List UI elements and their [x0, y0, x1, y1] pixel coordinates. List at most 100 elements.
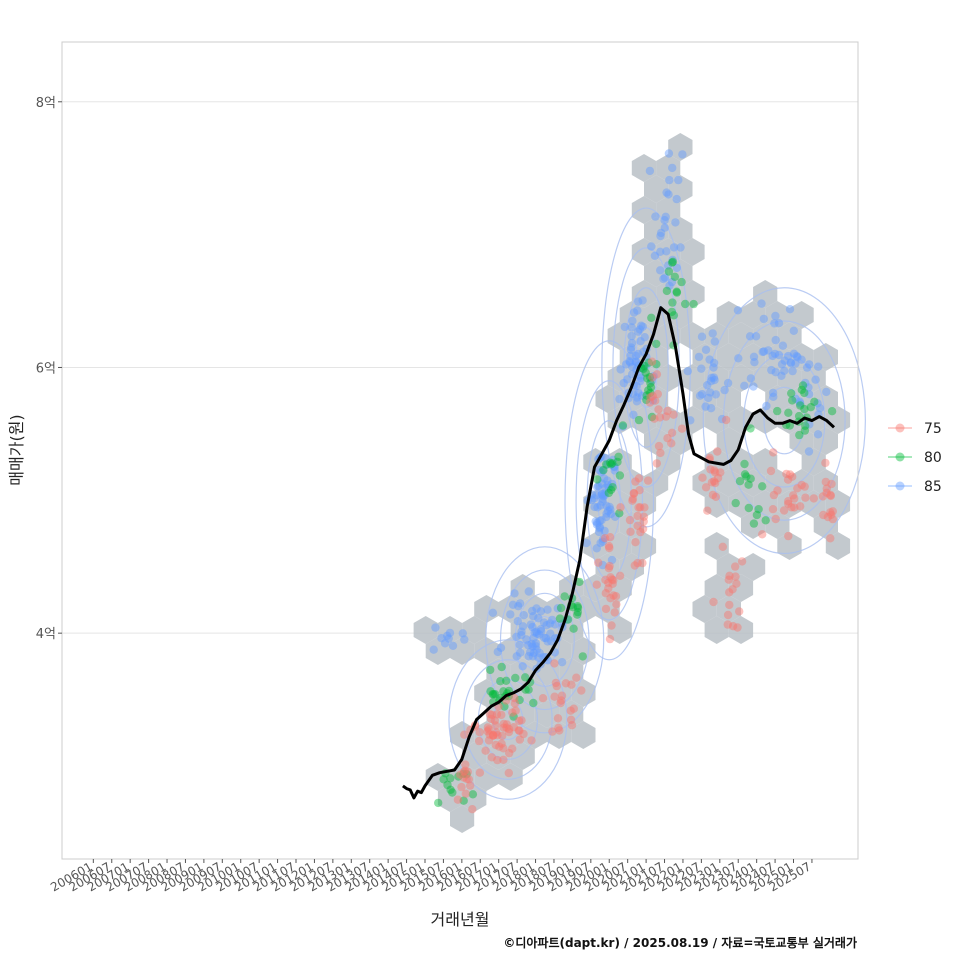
data-point-85	[660, 223, 669, 232]
hexbin-cell	[631, 532, 657, 560]
hexbin-cell	[741, 469, 766, 497]
data-point-85	[518, 662, 527, 671]
data-point-85	[515, 599, 525, 608]
data-point-85	[595, 523, 604, 533]
data-point-85	[596, 501, 605, 510]
data-point-85	[527, 639, 536, 649]
data-point-75	[510, 699, 520, 708]
data-point-80	[644, 386, 653, 395]
data-point-85	[757, 299, 766, 308]
data-point-75	[725, 600, 734, 610]
data-point-85	[595, 522, 605, 531]
data-point-85	[660, 216, 669, 225]
data-point-75	[669, 410, 678, 419]
data-point-85	[694, 352, 704, 362]
density-contour	[514, 592, 575, 687]
data-point-85	[656, 266, 665, 275]
data-point-75	[663, 406, 672, 416]
data-point-75	[498, 731, 507, 741]
data-point-85	[516, 648, 525, 657]
data-point-85	[598, 560, 607, 570]
data-point-85	[529, 612, 538, 621]
data-point-75	[822, 484, 831, 493]
data-point-75	[475, 768, 485, 777]
data-point-85	[804, 447, 814, 456]
hexbin-cell	[789, 385, 814, 413]
data-point-85	[627, 338, 637, 348]
data-point-75	[768, 505, 778, 514]
data-point-80	[499, 687, 508, 696]
hexbin-cell	[680, 322, 705, 350]
data-point-85	[636, 337, 645, 346]
data-point-75	[538, 694, 548, 703]
data-point-75	[724, 575, 733, 584]
data-point-85	[672, 263, 681, 273]
hexbin-cell	[668, 133, 693, 161]
hexbin-cell	[474, 721, 499, 749]
data-point-85	[662, 247, 671, 256]
data-point-75	[600, 534, 610, 543]
data-point-85	[632, 381, 641, 391]
data-point-85	[628, 316, 637, 326]
data-point-75	[708, 490, 718, 500]
data-point-75	[460, 730, 469, 739]
data-point-85	[625, 358, 635, 367]
data-point-85	[627, 343, 636, 352]
data-point-85	[488, 608, 498, 617]
data-point-85	[606, 505, 615, 514]
hexbin-cell	[450, 637, 475, 665]
hexbin-cell	[728, 364, 754, 392]
data-point-75	[654, 441, 664, 451]
data-point-75	[773, 486, 782, 495]
data-point-85	[634, 297, 643, 306]
data-point-85	[770, 319, 779, 328]
hexbin-cell	[656, 448, 681, 476]
data-point-75	[461, 789, 470, 798]
data-point-85	[598, 494, 607, 503]
data-point-80	[773, 406, 782, 416]
data-point-85	[600, 491, 609, 500]
data-point-75	[502, 723, 511, 732]
data-point-85	[710, 337, 719, 346]
hexbin-cell	[680, 238, 705, 266]
data-point-80	[749, 519, 759, 528]
data-point-85	[778, 341, 788, 350]
data-point-85	[603, 506, 613, 516]
data-point-75	[766, 466, 776, 476]
data-point-80	[604, 488, 613, 498]
data-point-85	[814, 362, 823, 371]
scatter-point-layer	[429, 149, 837, 814]
data-point-75	[828, 507, 837, 516]
hexbin-cell	[716, 343, 741, 371]
data-point-75	[550, 692, 559, 701]
hexbin-cell	[425, 763, 450, 791]
data-point-80	[795, 430, 804, 440]
data-point-80	[496, 677, 505, 686]
data-point-85	[672, 194, 681, 204]
data-point-75	[508, 744, 517, 753]
data-point-85	[791, 394, 800, 404]
data-point-75	[491, 721, 500, 730]
data-point-85	[805, 390, 814, 399]
hexbin-cell	[510, 574, 535, 602]
data-point-80	[742, 472, 751, 481]
data-point-75	[818, 492, 828, 501]
hexbin-cell	[753, 280, 778, 308]
data-point-75	[484, 736, 494, 745]
hexbin-cell	[741, 511, 766, 539]
data-point-75	[706, 465, 715, 474]
data-point-85	[514, 602, 523, 611]
data-point-80	[443, 780, 452, 790]
data-point-85	[791, 359, 800, 368]
density-contour	[529, 615, 561, 664]
data-point-85	[593, 503, 602, 512]
data-point-85	[665, 281, 674, 290]
hexbin-cell	[450, 805, 475, 833]
data-point-75	[606, 594, 615, 603]
data-point-75	[725, 588, 734, 597]
data-point-85	[636, 371, 645, 380]
data-point-75	[504, 724, 514, 734]
data-point-75	[605, 634, 615, 644]
median-trend-line	[402, 306, 836, 800]
data-point-75	[647, 357, 657, 366]
